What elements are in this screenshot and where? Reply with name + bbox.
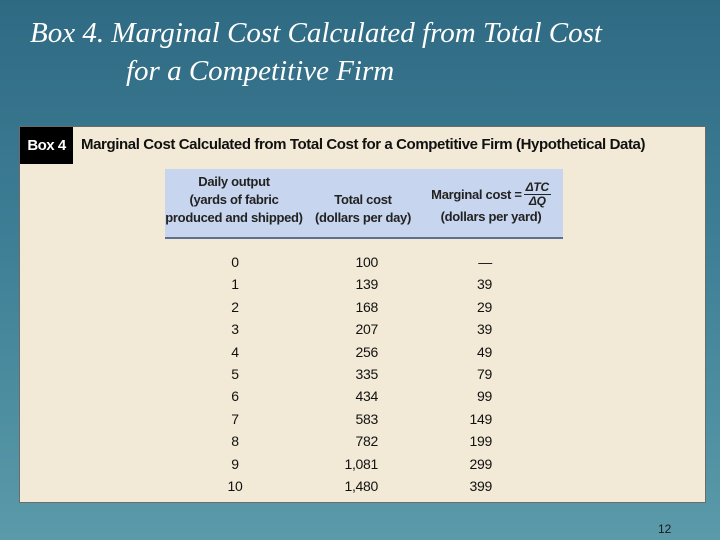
cell-marginal-cost: 199 [469,433,493,450]
header-text: Daily output [198,174,270,189]
header-daily-output: Daily output (yards of fabric produced a… [165,173,303,227]
cell-marginal-cost: 39 [477,321,492,338]
cell-total-cost: 583 [355,410,379,427]
cell-daily-output: 1 [231,276,239,293]
cell-daily-output: 5 [231,365,239,382]
cell-marginal-cost: 299 [469,455,493,472]
header-total-cost: Total cost (dollars per day) [305,191,421,227]
delta-fraction: ΔTC ΔQ [523,180,551,208]
column-marginal-cost: — 39 29 39 49 79 99 149 199 299 399 [467,251,493,497]
cell-marginal-cost: 149 [469,410,493,427]
cell-total-cost: 207 [355,321,379,338]
header-text: Marginal cost = [431,186,522,202]
fraction-denominator: ΔQ [528,194,546,208]
cell-daily-output: 3 [231,321,239,338]
cell-total-cost: 256 [355,343,379,360]
cell-daily-output: 6 [231,388,239,405]
cell-total-cost: 1,081 [344,455,378,472]
box-heading: Marginal Cost Calculated from Total Cost… [81,136,646,153]
header-text: Total cost [334,192,392,207]
slide-title: Box 4. Marginal Cost Calculated from Tot… [30,14,710,90]
header-text: (dollars per day) [314,210,412,225]
cell-daily-output: 2 [231,298,239,315]
cell-marginal-cost: 99 [477,388,492,405]
slide-title-line1: Box 4. Marginal Cost Calculated from Tot… [30,17,602,49]
header-text: produced and shipped) [165,210,303,225]
cell-marginal-cost: 79 [477,365,492,382]
cell-total-cost: 335 [355,365,379,382]
cell-daily-output: 7 [231,410,239,427]
table-header: Daily output (yards of fabric produced a… [165,169,563,239]
marginal-cost-formula: Marginal cost = ΔTC ΔQ [421,181,561,208]
cell-daily-output: 10 [227,477,243,494]
header-marginal-cost: Marginal cost = ΔTC ΔQ (dollars per yard… [421,181,561,226]
cell-marginal-cost: 49 [477,343,492,360]
cell-total-cost: 782 [355,433,379,450]
cell-total-cost: 1,480 [344,477,378,494]
box-panel: Box 4 Marginal Cost Calculated from Tota… [19,126,706,503]
column-daily-output: 0 1 2 3 4 5 6 7 8 9 10 [220,251,250,497]
cell-daily-output: 4 [231,343,239,360]
cell-marginal-cost: — [478,254,492,270]
page-number: 12 [658,522,672,536]
cell-total-cost: 434 [355,388,379,405]
cell-daily-output: 9 [231,455,239,472]
cell-marginal-cost: 399 [469,477,493,494]
fraction-numerator: ΔTC [523,180,551,195]
header-text: (yards of fabric [189,192,279,207]
cell-marginal-cost: 29 [477,298,492,315]
cell-daily-output: 8 [231,433,239,450]
cell-marginal-cost: 39 [477,276,492,293]
cell-total-cost: 168 [355,298,379,315]
header-text: (dollars per yard) [440,209,542,224]
cell-total-cost: 139 [355,276,379,293]
column-total-cost: 100 139 168 207 256 335 434 583 782 1,081 1,480 [342,251,378,497]
cell-daily-output: 0 [231,254,239,270]
slide-title-line2: for a Competitive Firm [126,55,395,87]
box-tag: Box 4 [20,127,73,164]
cell-total-cost: 100 [355,254,379,270]
